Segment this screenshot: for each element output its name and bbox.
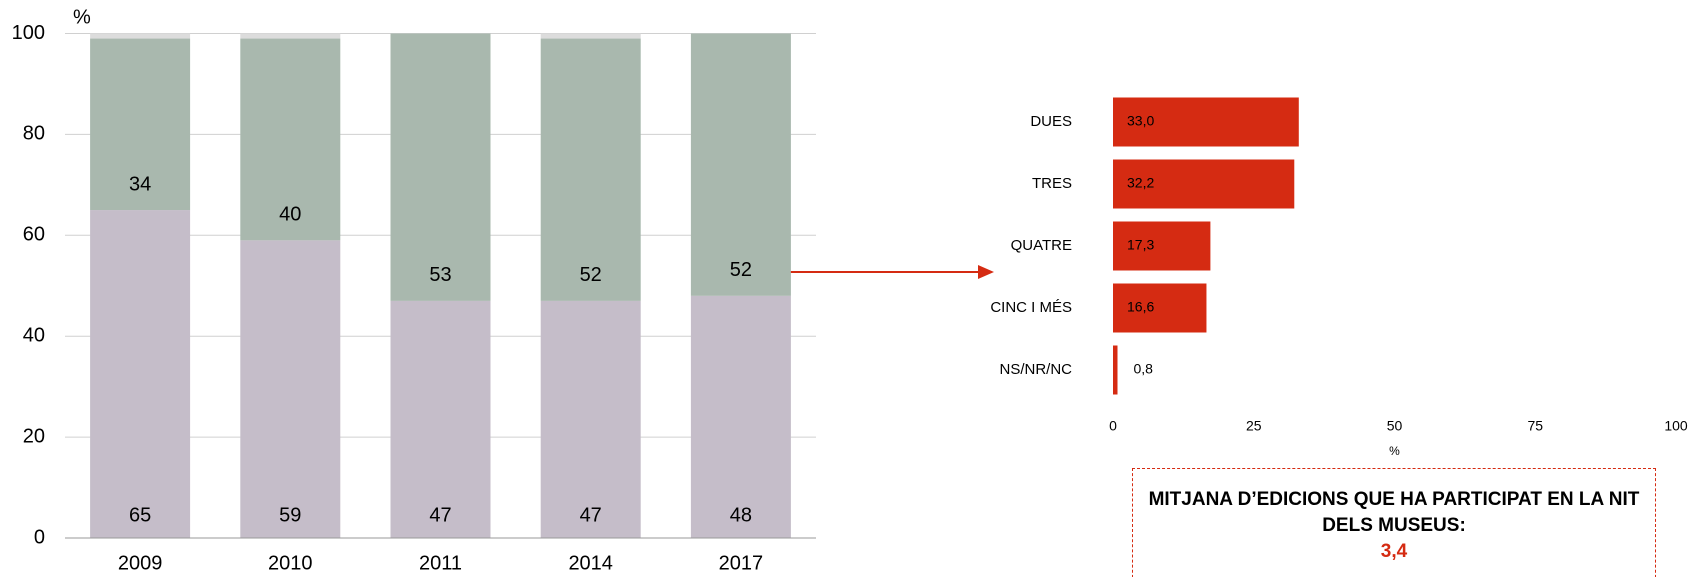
y-tick-label: QUATRE [1011, 237, 1072, 254]
annotation: MITJANA D’EDICIONS QUE HA PARTICIPAT EN … [1148, 489, 1640, 536]
data-label: 16,6 [1127, 299, 1154, 315]
data-label: 32,2 [1127, 175, 1154, 191]
x-tick-label: 100 [1664, 418, 1688, 434]
bar-segment [390, 33, 491, 301]
data-label: 0,8 [1134, 361, 1154, 377]
bar-segment [90, 33, 191, 39]
y-axis-label: % [73, 6, 91, 28]
bar-segment [90, 38, 191, 211]
y-tick-label: TRES [1032, 175, 1072, 192]
x-tick-label: 2014 [568, 552, 613, 574]
x-tick-label: 50 [1387, 418, 1403, 434]
x-tick-label: 2011 [419, 552, 462, 574]
bar-segment [690, 295, 791, 538]
annotation-box: MITJANA D’EDICIONS QUE HA PARTICIPAT EN … [1132, 468, 1656, 577]
bar [1113, 345, 1118, 395]
data-label: 48 [730, 504, 752, 526]
x-tick-label: 75 [1527, 418, 1543, 434]
y-tick-label: 100 [12, 22, 45, 44]
data-label: 65 [129, 504, 151, 526]
y-tick-label: 60 [23, 224, 45, 246]
bar-segment [240, 38, 341, 241]
bar-segment [540, 300, 641, 538]
y-tick-label: 0 [34, 526, 45, 548]
data-label: 52 [580, 264, 602, 286]
data-label: 17,3 [1127, 237, 1154, 253]
bar-segment [240, 33, 341, 39]
y-tick-label: 20 [23, 425, 45, 447]
bar-segment [240, 240, 341, 538]
x-tick-label: 25 [1246, 418, 1262, 434]
x-axis-label: % [1389, 444, 1400, 458]
data-label: 59 [279, 504, 301, 526]
y-tick-label: 80 [23, 123, 45, 145]
bar-segment [690, 33, 791, 296]
bar [1113, 159, 1295, 209]
data-label: 33,0 [1127, 113, 1154, 129]
bar [1113, 221, 1211, 271]
bar-segment [540, 38, 641, 301]
data-label: 52 [730, 259, 752, 281]
bar [1113, 97, 1299, 147]
x-tick-label: 0 [1109, 418, 1117, 434]
annotation-value: 3,4 [1380, 541, 1408, 562]
bar-segment [540, 33, 641, 39]
x-tick-label: 2010 [268, 552, 313, 574]
arrow-head [978, 265, 994, 279]
x-tick-label: 2009 [118, 552, 163, 574]
y-tick-label: 40 [23, 324, 45, 346]
data-label: 47 [580, 504, 602, 526]
data-label: 40 [279, 204, 301, 226]
x-tick-label: 2017 [719, 552, 764, 574]
data-label: 34 [129, 173, 151, 195]
data-label: 47 [429, 504, 451, 526]
bar [1113, 283, 1207, 333]
y-tick-label: NS/NR/NC [999, 361, 1072, 378]
bar-segment [90, 210, 191, 538]
data-label: 53 [429, 264, 451, 286]
y-tick-label: DUES [1030, 113, 1072, 130]
y-tick-label: CINC I MÉS [990, 299, 1072, 316]
bar-segment [390, 300, 491, 538]
